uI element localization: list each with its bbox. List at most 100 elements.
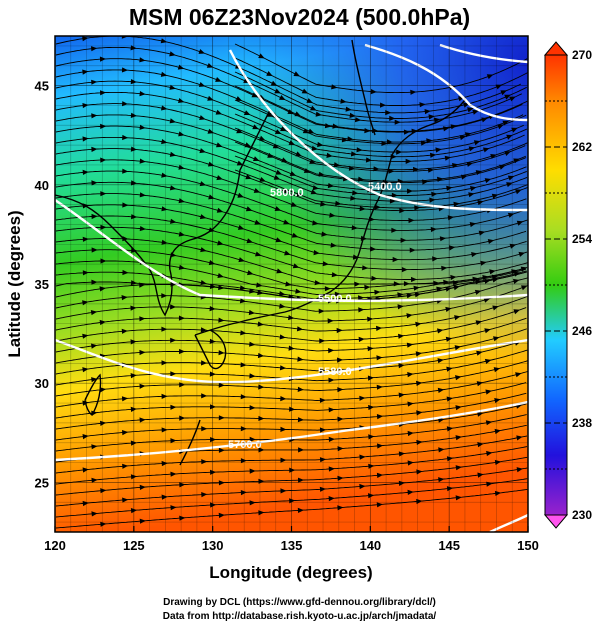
streamline-arrow [406,342,414,348]
streamline-arrow [432,256,439,262]
streamline-arrow [319,397,326,403]
streamline-arrow [169,151,177,157]
streamline-arrow [161,139,168,145]
streamline-arrow [161,360,168,366]
colorbar-bar [544,54,568,516]
streamline-arrow [370,89,377,95]
streamline-arrow [161,460,168,467]
streamline-arrow [82,333,89,339]
streamline-arrow [90,310,98,316]
streamline-arrow [478,230,486,236]
streamline-arrow [275,169,283,175]
streamline-arrow [319,368,326,374]
streamline-arrow [179,415,186,421]
streamline-arrow [500,90,507,96]
streamline-arrow [258,415,265,421]
streamline-arrow [295,151,302,157]
streamline-arrow [347,136,354,142]
streamline-arrow [91,477,98,483]
streamline-arrow [394,119,401,125]
contour-north [364,43,528,122]
streamline-arrow [259,135,266,141]
streamline-arrow [239,285,247,291]
streamline-arrow [328,436,335,442]
streamline-arrow [290,201,298,207]
streamline [234,85,528,132]
streamline-arrow [169,118,176,124]
streamline-arrow [362,265,369,271]
streamline-arrow [437,358,444,364]
streamline-arrow [310,105,317,111]
streamline-arrow [511,127,518,133]
streamline-arrow [249,405,256,411]
streamline-arrow [179,348,186,355]
streamline-arrow [240,362,247,368]
streamline-arrow [504,94,511,100]
streamline-arrow [210,469,217,475]
streamline-arrow [376,384,383,390]
streamline-arrow [279,95,286,100]
streamline-arrow [178,315,185,321]
streamline-arrow [215,77,222,82]
streamline-arrow [100,420,107,426]
streamline-arrow [82,367,89,373]
streamline-arrow [201,459,208,465]
streamline-arrow [91,377,98,383]
contour-5580 [55,338,528,384]
streamline-arrow [259,177,266,182]
streamline-arrow [246,238,253,244]
streamline-arrow [358,336,365,342]
streamline-arrow [216,142,223,148]
streamline-arrow [273,174,281,180]
streamline-arrow [477,442,484,448]
streamline-arrow [218,415,225,421]
streamline-arrow [430,226,437,233]
streamline-arrow [139,91,146,97]
streamline-arrow [413,285,420,291]
streamline-arrow [280,426,287,432]
streamline-arrow [201,360,208,366]
streamline-arrow [122,202,129,208]
streamline-arrow [236,160,244,166]
x-tick-label: 140 [359,538,381,553]
streamline-arrow [100,157,107,163]
streamline-arrow [313,250,320,256]
streamline-arrow [392,256,399,263]
streamline-arrow [470,186,477,192]
streamline-arrow [516,467,523,473]
streamline-arrow [121,396,129,402]
streamline [55,339,528,375]
streamline-arrow [252,124,259,130]
streamline-arrow [139,158,146,164]
streamline-arrow [257,290,264,296]
streamline-arrow [302,128,310,134]
streamline-arrow [178,98,185,103]
streamline-arrow [258,53,265,59]
streamline-arrow [340,98,347,104]
streamline-arrow [289,498,296,504]
streamline-arrow [435,147,442,153]
streamline-arrow [376,472,384,478]
streamline [55,204,527,261]
coastlines [55,39,466,466]
streamline-arrow [319,338,326,344]
streamline-arrow [91,213,98,220]
streamline-arrow [415,321,422,327]
streamline-arrow [210,437,217,443]
streamline-arrow [82,136,89,142]
streamline-arrow [398,333,405,339]
streamline-arrow [170,505,177,511]
streamline-arrow [100,191,107,197]
streamline-arrow [178,264,186,270]
streamline-arrow [455,465,462,471]
streamline-arrow [332,123,339,129]
streamline-arrow [475,279,482,285]
streamline-arrow [486,450,493,457]
streamline-arrow [298,477,305,483]
streamline-arrow [266,71,273,76]
streamline-arrow [258,384,265,390]
streamline-arrow [121,67,128,73]
streamline-arrow [410,89,417,95]
streamline-arrow [207,95,214,101]
streamline-arrow [411,276,417,283]
